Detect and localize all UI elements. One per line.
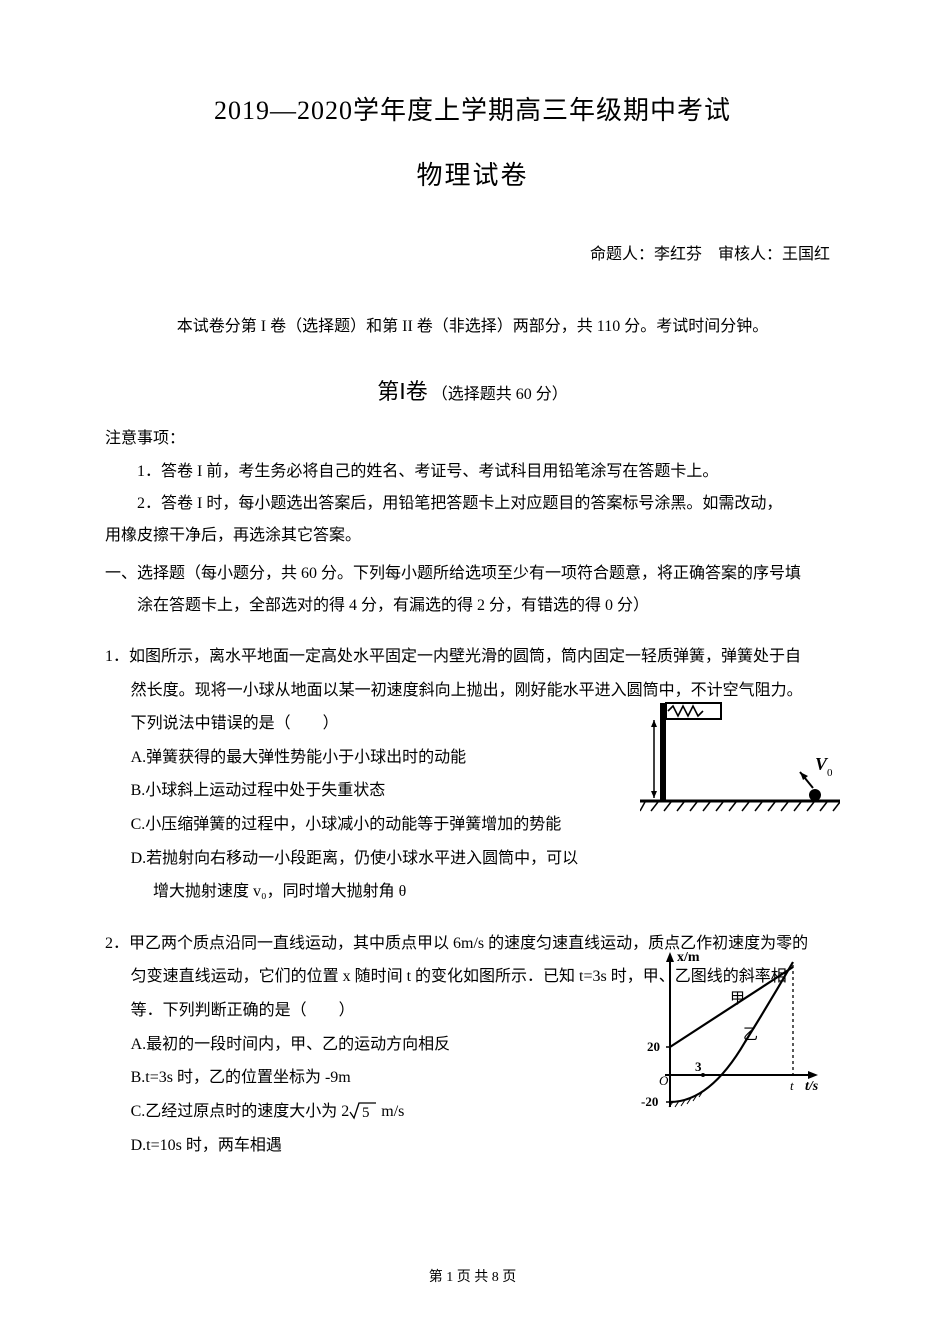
svg-text:5: 5 — [362, 1105, 370, 1120]
notice-header: 注意事项： — [105, 424, 840, 448]
svg-text:20: 20 — [647, 1039, 660, 1054]
notice-item-2-line2: 用橡皮擦干净后，再选涂其它答案。 — [105, 520, 840, 552]
question-1: 1．如图所示，离水平地面一定高处水平固定一内壁光滑的圆筒，筒内固定一轻质弹簧，弹… — [105, 640, 840, 909]
page-footer: 第 1 页 共 8 页 — [0, 1266, 945, 1286]
author-line: 命题人：李红芬 审核人：王国红 — [105, 240, 840, 264]
q1-line1-text: 如图所示，离水平地面一定高处水平固定一内壁光滑的圆筒，筒内固定一轻质弹簧，弹簧处… — [129, 648, 801, 665]
notice-item-1: 1．答卷 I 前，考生务必将自己的姓名、考证号、考试科目用铅笔涂写在答题卡上。 — [105, 456, 840, 488]
q2-option-c-suffix: m/s — [377, 1103, 404, 1120]
svg-text:O: O — [659, 1073, 669, 1088]
q2-option-a: A.最初的一段时间内，甲、乙的运动方向相反 — [105, 1028, 635, 1062]
q1-figure: V 0 — [640, 698, 840, 818]
svg-text:t: t — [790, 1078, 794, 1093]
part-header-line1: 一、选择题（每小题分，共 60 分。下列每小题所给选项至少有一项符合题意，将正确… — [105, 558, 840, 590]
q2-option-b: B.t=3s 时，乙的位置坐标为 -9m — [105, 1061, 635, 1095]
q1-stem-line1: 1．如图所示，离水平地面一定高处水平固定一内壁光滑的圆筒，筒内固定一轻质弹簧，弹… — [105, 640, 840, 674]
q2-option-d: D.t=10s 时，两车相遇 — [105, 1129, 635, 1163]
q2-stem-line3: 等．下列判断正确的是（ ） — [105, 994, 635, 1028]
q2-number: 2． — [105, 935, 129, 952]
svg-text:0: 0 — [827, 767, 833, 779]
section-1-title: 第Ⅰ卷 （选择题共 60 分） — [105, 374, 840, 406]
question-2: 2．甲乙两个质点沿同一直线运动，其中质点甲以 6m/s 的速度匀速直线运动，质点… — [105, 927, 840, 1163]
part-header-line2: 涂在答题卡上，全部选对的得 4 分，有漏选的得 2 分，有错选的得 0 分） — [105, 590, 840, 622]
exam-intro: 本试卷分第 I 卷（选择题）和第 II 卷（非选择）两部分，共 110 分。考试… — [105, 312, 840, 336]
q2-figure: x/m t/s O 20 -20 3 甲 乙 t — [635, 947, 825, 1117]
svg-text:3: 3 — [695, 1059, 702, 1074]
svg-text:甲: 甲 — [730, 991, 745, 1007]
svg-text:-20: -20 — [641, 1094, 658, 1109]
q2-option-c: C.乙经过原点时的速度大小为 2 5 m/s — [105, 1095, 635, 1129]
section-1-title-note: （选择题共 60 分） — [432, 386, 568, 403]
sqrt-icon: 5 — [349, 1095, 377, 1129]
q1-number: 1． — [105, 648, 129, 665]
q1-option-d-line1: D.若抛射向右移动一小段距离，仍使小球水平进入圆筒中，可以 — [105, 842, 840, 876]
q1-option-d-line2: 增大抛射速度 v₀，同时增大抛射角 θ — [105, 875, 840, 909]
q2-option-c-prefix: C.乙经过原点时的速度大小为 2 — [131, 1103, 350, 1120]
exam-sub-title: 物理试卷 — [105, 155, 840, 192]
notice-item-2-line1: 2．答卷 I 时，每小题选出答案后，用铅笔把答题卡上对应题目的答案标号涂黑。如需… — [105, 488, 840, 520]
exam-main-title: 2019—2020学年度上学期高三年级期中考试 — [105, 90, 840, 127]
svg-text:x/m: x/m — [677, 950, 700, 965]
svg-text:乙: 乙 — [743, 1027, 758, 1043]
svg-text:t/s: t/s — [805, 1079, 819, 1094]
section-1-title-big: 第Ⅰ卷 — [377, 379, 428, 404]
